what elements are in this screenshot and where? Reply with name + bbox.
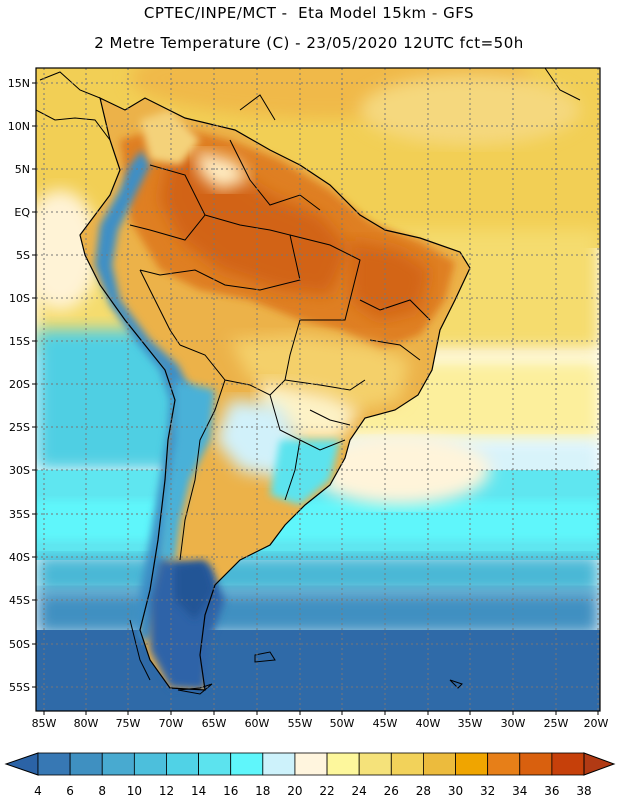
lon-label: 75W (116, 717, 141, 730)
colorbar-label: 16 (223, 784, 238, 798)
colorbar-label: 12 (159, 784, 174, 798)
colorbar-label: 4 (34, 784, 42, 798)
lon-label: 60W (245, 717, 270, 730)
colorbar-label: 8 (98, 784, 106, 798)
lat-label: 55S (9, 681, 30, 694)
lat-label: 20S (9, 378, 30, 391)
lon-label: 40W (416, 717, 441, 730)
colorbar-label: 22 (319, 784, 334, 798)
lat-label: 5N (15, 163, 30, 176)
lon-label: 45W (373, 717, 398, 730)
lat-label: 30S (9, 464, 30, 477)
colorbar-cell (358, 752, 392, 776)
lat-labels: 15N 10N 5N EQ 5S 10S 15S 20S 25S 30S 35S… (8, 77, 31, 694)
colorbar-cell (133, 752, 167, 776)
colorbar-label: 6 (66, 784, 74, 798)
lon-label: 80W (74, 717, 99, 730)
colorbar-cell (198, 752, 232, 776)
colorbar-cell (101, 752, 135, 776)
lon-label: 85W (32, 717, 57, 730)
title-line-1: CPTEC/INPE/MCT - Eta Model 15km - GFS (143, 4, 475, 22)
colorbar-cell (551, 752, 585, 776)
colorbar-cell (487, 752, 521, 776)
lat-label: 40S (9, 551, 30, 564)
lat-label: 5S (16, 249, 30, 262)
lon-label: 55W (288, 717, 313, 730)
colorbar-label: 28 (416, 784, 431, 798)
lat-label: 45S (9, 594, 30, 607)
colorbar-cell (423, 752, 456, 776)
colorbar-cell (230, 752, 264, 776)
colorbar-label: 38 (576, 784, 591, 798)
lat-label: EQ (14, 206, 30, 219)
coastlines-borders (36, 68, 581, 695)
lat-label: 25S (9, 421, 30, 434)
lat-label: 15S (9, 335, 30, 348)
title-line-2: 2 Metre Temperature (C) - 23/05/2020 12U… (94, 34, 524, 52)
map-frame (35, 67, 601, 712)
lon-ticks (43, 711, 599, 715)
colorbar-cell (455, 752, 489, 776)
colorbar-label: 20 (287, 784, 302, 798)
lon-label: 35W (458, 717, 483, 730)
colorbar-label: 26 (384, 784, 399, 798)
colorbar-labels: 4 6 8 10 12 14 16 18 20 22 24 26 28 30 32 34 36 38 (34, 784, 591, 798)
colorbar-label: 34 (512, 784, 527, 798)
colorbar-cells (37, 752, 585, 776)
lat-ticks (32, 82, 36, 688)
colorbar-cell (326, 752, 360, 776)
colorbar-cell (294, 752, 328, 776)
temperature-field (36, 68, 600, 711)
lon-label: 65W (202, 717, 227, 730)
colorbar-cell (262, 752, 296, 776)
colorbar-min-arrow (4, 752, 39, 776)
colorbar-cell (519, 752, 553, 776)
colorbar-label: 18 (255, 784, 270, 798)
lon-label: 70W (159, 717, 184, 730)
colorbar-cell (166, 752, 199, 776)
colorbar-label: 24 (352, 784, 367, 798)
lon-label: 30W (501, 717, 526, 730)
colorbar-label: 36 (544, 784, 559, 798)
colorbar-label: 14 (191, 784, 206, 798)
lon-label: 25W (544, 717, 569, 730)
colorbar-max-arrow (583, 752, 616, 776)
graticule (36, 68, 600, 711)
colorbar: 4 6 8 10 12 14 16 18 20 22 24 26 28 30 32 34 36 38 (4, 752, 616, 798)
lon-label: 50W (330, 717, 355, 730)
colorbar-cell (69, 752, 103, 776)
lon-labels: 85W 80W 75W 70W 65W 60W 55W 50W 45W 40W … (32, 717, 609, 730)
colorbar-cell (390, 752, 424, 776)
lat-label: 10S (9, 292, 30, 305)
lat-label: 10N (8, 120, 30, 133)
lat-label: 50S (9, 638, 30, 651)
colorbar-label: 30 (448, 784, 463, 798)
colorbar-label: 32 (480, 784, 495, 798)
colorbar-cell (37, 752, 71, 776)
lat-label: 15N (8, 77, 30, 90)
lon-label: 20W (584, 717, 609, 730)
lat-label: 35S (9, 508, 30, 521)
colorbar-label: 10 (127, 784, 142, 798)
